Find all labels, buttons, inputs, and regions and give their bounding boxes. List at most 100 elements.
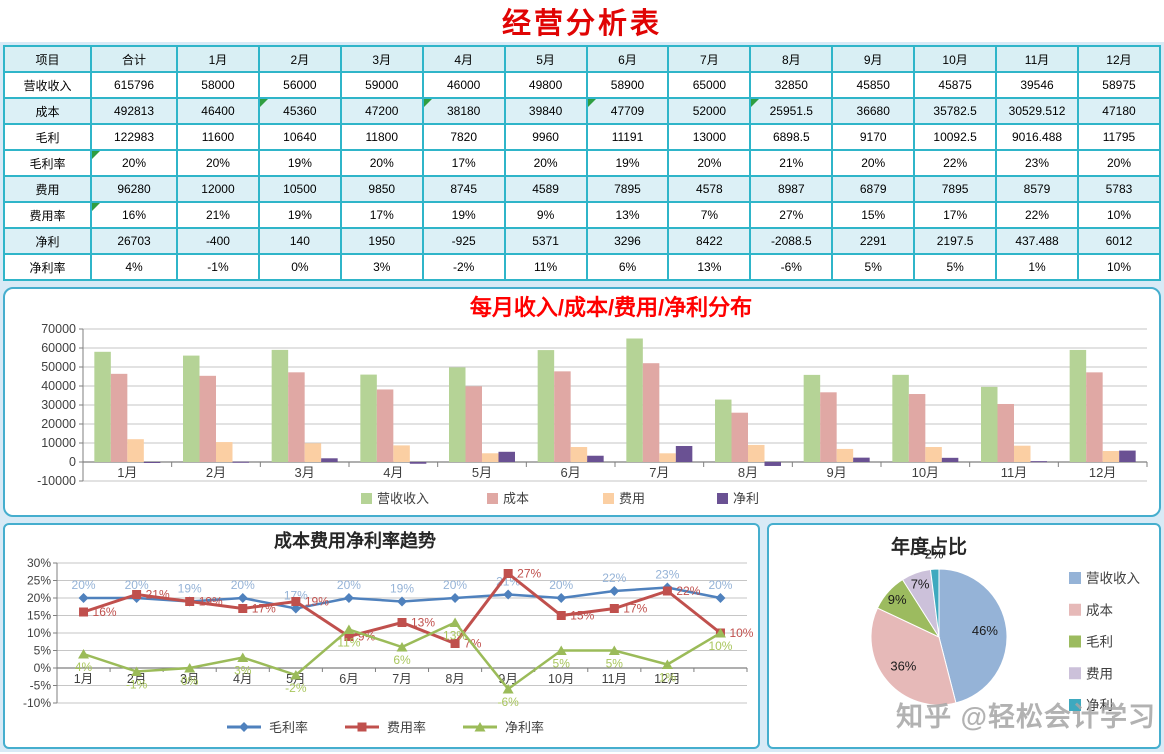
table-cell[interactable]: 3% (339, 253, 424, 281)
table-cell[interactable]: 20% (503, 149, 588, 177)
table-cell[interactable]: 30529.512 (995, 97, 1079, 125)
table-header-cell[interactable]: 11月 (995, 45, 1079, 73)
table-header-cell[interactable]: 5月 (503, 45, 588, 73)
table-cell[interactable]: 9850 (339, 175, 424, 203)
table-cell[interactable]: 22% (913, 149, 998, 177)
table-cell[interactable]: 21% (176, 201, 260, 229)
table-header-cell[interactable]: 7月 (667, 45, 752, 73)
table-cell[interactable]: 46400 (176, 97, 260, 125)
table-cell[interactable]: 35782.5 (913, 97, 998, 125)
table-cell[interactable]: 20% (339, 149, 424, 177)
table-cell[interactable]: 11% (503, 253, 588, 281)
table-cell[interactable]: 7% (667, 201, 752, 229)
table-cell[interactable]: 2291 (831, 227, 916, 255)
table-cell[interactable]: 7820 (421, 123, 506, 151)
table-cell[interactable]: 45850 (831, 71, 916, 99)
table-cell[interactable]: 19% (585, 149, 670, 177)
row-label-cell[interactable]: 毛利 (3, 123, 92, 151)
table-cell[interactable]: 6% (585, 253, 670, 281)
table-cell[interactable]: 65000 (667, 71, 752, 99)
table-cell[interactable]: 11795 (1076, 123, 1162, 151)
table-header-cell[interactable]: 1月 (176, 45, 260, 73)
table-cell[interactable]: 6012 (1076, 227, 1162, 255)
table-cell[interactable]: 26703 (90, 227, 178, 255)
row-label-cell[interactable]: 费用 (3, 175, 92, 203)
table-cell[interactable]: 13% (585, 201, 670, 229)
table-cell[interactable]: 45875 (913, 71, 998, 99)
table-header-cell[interactable]: 10月 (913, 45, 998, 73)
table-cell[interactable]: 22% (995, 201, 1079, 229)
table-cell[interactable]: 20% (176, 149, 260, 177)
table-header-cell[interactable]: 4月 (421, 45, 506, 73)
table-cell[interactable]: 16% (90, 201, 178, 229)
table-cell[interactable]: 10092.5 (913, 123, 998, 151)
table-cell[interactable]: 9960 (503, 123, 588, 151)
table-cell[interactable]: 15% (831, 201, 916, 229)
table-cell[interactable]: -400 (176, 227, 260, 255)
table-cell[interactable]: 52000 (667, 97, 752, 125)
table-cell[interactable]: 49800 (503, 71, 588, 99)
table-cell[interactable]: 11191 (585, 123, 670, 151)
table-cell[interactable]: 13000 (667, 123, 752, 151)
table-cell[interactable]: 46000 (421, 71, 506, 99)
table-cell[interactable]: 9170 (831, 123, 916, 151)
table-cell[interactable]: 2197.5 (913, 227, 998, 255)
table-cell[interactable]: 38180 (421, 97, 506, 125)
table-cell[interactable]: 10500 (257, 175, 342, 203)
table-header-cell[interactable]: 6月 (585, 45, 670, 73)
table-cell[interactable]: 17% (421, 149, 506, 177)
table-cell[interactable]: 122983 (90, 123, 178, 151)
table-header-cell[interactable]: 8月 (749, 45, 834, 73)
table-cell[interactable]: 45360 (257, 97, 342, 125)
table-cell[interactable]: 13% (667, 253, 752, 281)
table-cell[interactable]: 9% (503, 201, 588, 229)
table-cell[interactable]: 1950 (339, 227, 424, 255)
table-cell[interactable]: 47200 (339, 97, 424, 125)
table-cell[interactable]: 59000 (339, 71, 424, 99)
table-cell[interactable]: 58975 (1076, 71, 1162, 99)
table-header-cell[interactable]: 2月 (257, 45, 342, 73)
table-cell[interactable]: 4589 (503, 175, 588, 203)
table-cell[interactable]: 6879 (831, 175, 916, 203)
table-cell[interactable]: 32850 (749, 71, 834, 99)
table-cell[interactable]: 5% (831, 253, 916, 281)
table-cell[interactable]: 36680 (831, 97, 916, 125)
table-cell[interactable]: 437.488 (995, 227, 1079, 255)
row-label-cell[interactable]: 毛利率 (3, 149, 92, 177)
table-cell[interactable]: 1% (995, 253, 1079, 281)
table-cell[interactable]: 11800 (339, 123, 424, 151)
table-cell[interactable]: 23% (995, 149, 1079, 177)
table-cell[interactable]: 8745 (421, 175, 506, 203)
table-cell[interactable]: 11600 (176, 123, 260, 151)
table-cell[interactable]: 10% (1076, 253, 1162, 281)
table-cell[interactable]: 615796 (90, 71, 178, 99)
row-label-cell[interactable]: 费用率 (3, 201, 92, 229)
table-cell[interactable]: -2088.5 (749, 227, 834, 255)
table-cell[interactable]: -6% (749, 253, 834, 281)
table-cell[interactable]: -2% (421, 253, 506, 281)
table-cell[interactable]: 10% (1076, 201, 1162, 229)
table-cell[interactable]: 58000 (176, 71, 260, 99)
table-cell[interactable]: 4578 (667, 175, 752, 203)
table-cell[interactable]: 8579 (995, 175, 1079, 203)
table-cell[interactable]: 20% (667, 149, 752, 177)
table-cell[interactable]: 7895 (585, 175, 670, 203)
table-cell[interactable]: 3296 (585, 227, 670, 255)
table-cell[interactable]: 20% (1076, 149, 1162, 177)
table-cell[interactable]: 7895 (913, 175, 998, 203)
table-cell[interactable]: 5371 (503, 227, 588, 255)
table-cell[interactable]: 20% (90, 149, 178, 177)
table-cell[interactable]: 4% (90, 253, 178, 281)
table-cell[interactable]: 10640 (257, 123, 342, 151)
table-cell[interactable]: 5% (913, 253, 998, 281)
table-cell[interactable]: 25951.5 (749, 97, 834, 125)
table-cell[interactable]: 47180 (1076, 97, 1162, 125)
table-cell[interactable]: 140 (257, 227, 342, 255)
row-label-cell[interactable]: 营收收入 (3, 71, 92, 99)
table-cell[interactable]: 8987 (749, 175, 834, 203)
table-cell[interactable]: 19% (257, 201, 342, 229)
row-label-cell[interactable]: 成本 (3, 97, 92, 125)
table-cell[interactable]: 8422 (667, 227, 752, 255)
table-header-cell[interactable]: 3月 (339, 45, 424, 73)
table-cell[interactable]: 19% (257, 149, 342, 177)
